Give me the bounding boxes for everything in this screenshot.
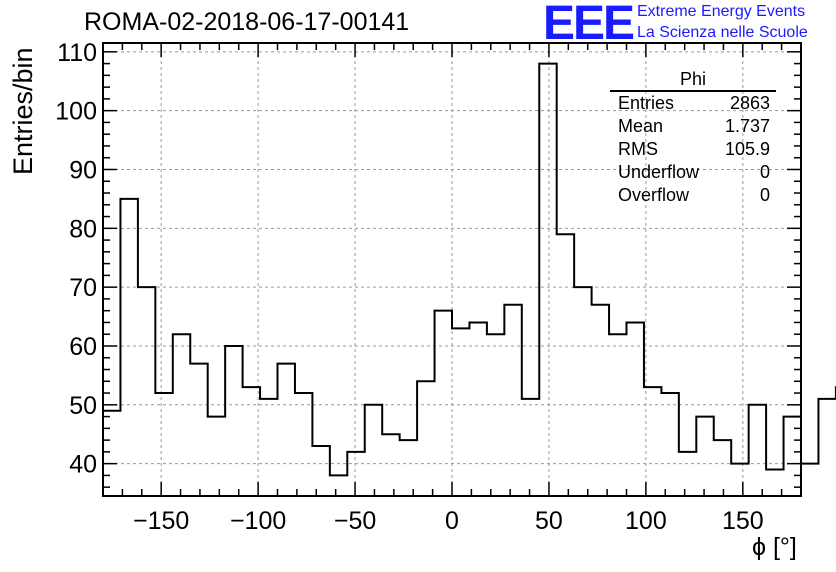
y-axis-label: Entries/bin (8, 47, 38, 175)
y-tick-label: 50 (69, 392, 97, 420)
chart-title: ROMA-02-2018-06-17-00141 (84, 8, 410, 36)
x-tick-label: 150 (722, 507, 764, 535)
histogram-series (103, 62, 836, 477)
x-tick-label: −100 (230, 507, 286, 535)
axis-tick-labels: −150 −100 −50 0 50 100 150 40 50 60 70 80 90 100 110 (55, 39, 763, 535)
stats-label: Entries (618, 93, 675, 113)
stats-row-rms: RMS 105.9 (610, 138, 776, 161)
stats-title: Phi (610, 68, 776, 92)
axis-ticks (103, 43, 801, 496)
stats-label: Underflow (618, 162, 700, 182)
stats-value: 1.737 (724, 116, 770, 136)
x-tick-label: 50 (535, 507, 563, 535)
stats-row-overflow: Overflow 0 (610, 184, 776, 207)
stats-label: Overflow (618, 185, 690, 205)
y-tick-label: 110 (57, 39, 97, 67)
x-axis-label: ϕ [°] (752, 533, 797, 561)
stats-label: Mean (618, 116, 664, 136)
stats-row-mean: Mean 1.737 (610, 115, 776, 138)
x-tick-label: −150 (133, 507, 189, 535)
stats-row-entries: Entries 2863 (610, 92, 776, 115)
y-tick-label: 40 (69, 451, 97, 479)
y-tick-label: 80 (69, 215, 97, 243)
stats-label: RMS (618, 139, 658, 159)
x-tick-label: −50 (334, 507, 376, 535)
y-tick-label: 90 (69, 156, 97, 184)
stats-value: 0 (759, 185, 770, 205)
stats-value: 2863 (729, 93, 770, 113)
x-tick-label: 0 (445, 507, 459, 535)
logo-line-1: Extreme Energy Events (637, 3, 806, 20)
stats-value: 0 (759, 162, 770, 182)
logo-line-2: La Scienza nelle Scuole (637, 24, 808, 41)
y-tick-label: 60 (69, 333, 97, 361)
y-tick-label: 100 (55, 98, 97, 126)
stats-box: Phi Entries 2863 Mean 1.737 RMS 105.9 Un… (610, 68, 776, 207)
stats-row-underflow: Underflow 0 (610, 161, 776, 184)
stats-value: 105.9 (724, 139, 770, 159)
x-tick-label: 100 (625, 507, 667, 535)
eee-logo: EEE (543, 0, 635, 50)
y-tick-label: 70 (69, 274, 97, 302)
